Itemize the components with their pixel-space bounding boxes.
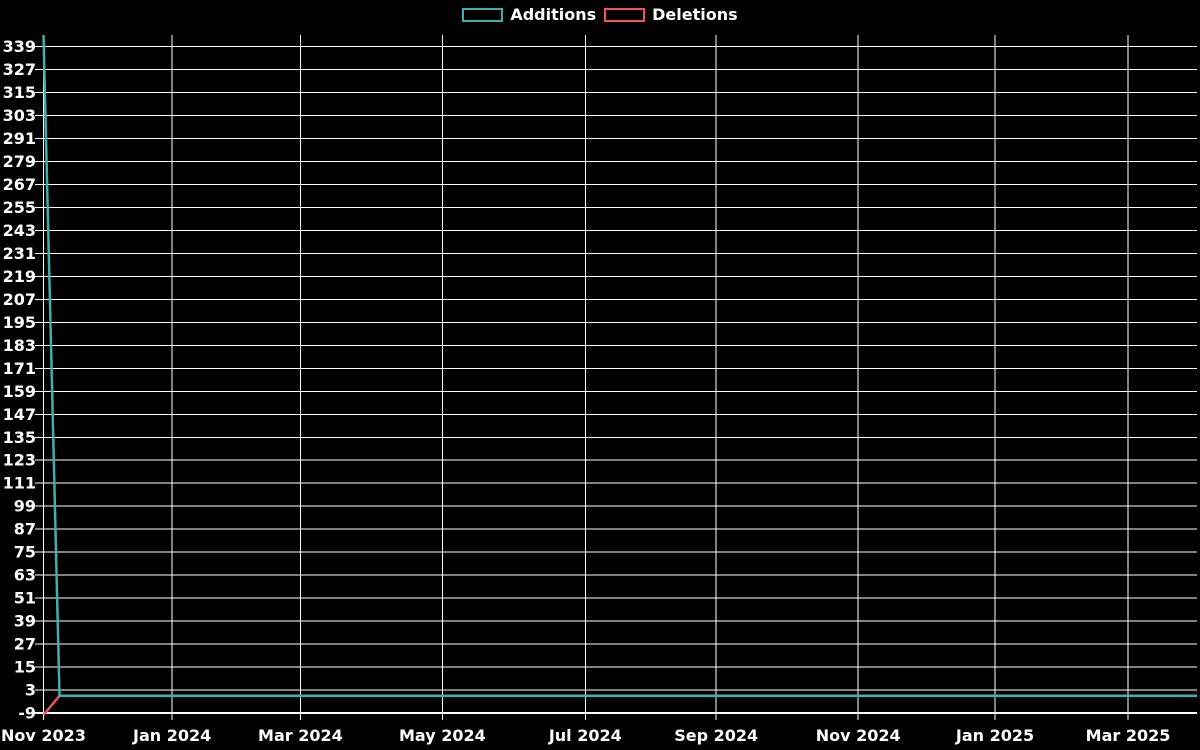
svg-text:63: 63 xyxy=(14,566,36,585)
legend-label-additions: Additions xyxy=(510,5,597,24)
svg-text:Nov 2024: Nov 2024 xyxy=(816,726,901,745)
svg-text:171: 171 xyxy=(3,359,36,378)
svg-text:339: 339 xyxy=(3,37,36,56)
svg-text:315: 315 xyxy=(3,83,36,102)
additions-swatch-icon xyxy=(462,7,504,22)
svg-text:303: 303 xyxy=(3,106,36,125)
svg-text:243: 243 xyxy=(3,221,36,240)
additions-line xyxy=(42,34,1197,698)
svg-text:123: 123 xyxy=(3,451,36,470)
legend-label-deletions: Deletions xyxy=(652,5,738,24)
svg-text:Mar 2025: Mar 2025 xyxy=(1086,726,1171,745)
svg-text:159: 159 xyxy=(3,382,36,401)
svg-text:99: 99 xyxy=(14,497,36,516)
svg-text:327: 327 xyxy=(3,60,36,79)
svg-text:Jan 2024: Jan 2024 xyxy=(132,726,211,745)
svg-text:207: 207 xyxy=(3,290,36,309)
svg-text:May 2024: May 2024 xyxy=(399,726,486,745)
svg-text:51: 51 xyxy=(14,589,36,608)
svg-text:Mar 2024: Mar 2024 xyxy=(258,726,343,745)
svg-text:3: 3 xyxy=(25,681,36,700)
chart-legend: Additions Deletions xyxy=(0,5,1200,24)
svg-text:87: 87 xyxy=(14,520,36,539)
svg-text:279: 279 xyxy=(3,152,36,171)
svg-text:291: 291 xyxy=(3,129,36,148)
svg-text:-9: -9 xyxy=(18,704,36,723)
svg-text:255: 255 xyxy=(3,198,36,217)
x-axis-tick-labels: Nov 2023 Jan 2024 Mar 2024 May 2024 Jul 2024… xyxy=(1,726,1170,745)
svg-text:Jan 2025: Jan 2025 xyxy=(955,726,1034,745)
svg-text:267: 267 xyxy=(3,175,36,194)
svg-text:147: 147 xyxy=(3,405,36,424)
data-series-lines xyxy=(42,34,1197,716)
svg-text:27: 27 xyxy=(14,635,36,654)
svg-text:75: 75 xyxy=(14,543,36,562)
svg-text:183: 183 xyxy=(3,336,36,355)
svg-text:231: 231 xyxy=(3,244,36,263)
legend-item-deletions[interactable]: Deletions xyxy=(604,5,738,24)
svg-text:39: 39 xyxy=(14,612,36,631)
svg-text:Nov 2023: Nov 2023 xyxy=(1,726,86,745)
y-gridlines xyxy=(35,45,1197,715)
svg-text:135: 135 xyxy=(3,428,36,447)
svg-text:Sep 2024: Sep 2024 xyxy=(674,726,758,745)
deletions-swatch-icon xyxy=(604,7,646,22)
svg-text:195: 195 xyxy=(3,313,36,332)
svg-text:219: 219 xyxy=(3,267,36,286)
svg-text:15: 15 xyxy=(14,658,36,677)
legend-item-additions[interactable]: Additions xyxy=(462,5,597,24)
x-gridlines xyxy=(43,35,1129,721)
svg-text:111: 111 xyxy=(3,474,36,493)
svg-text:Jul 2024: Jul 2024 xyxy=(548,726,622,745)
y-axis-tick-labels: 3393273153032912792672552432312192071951… xyxy=(3,37,36,723)
